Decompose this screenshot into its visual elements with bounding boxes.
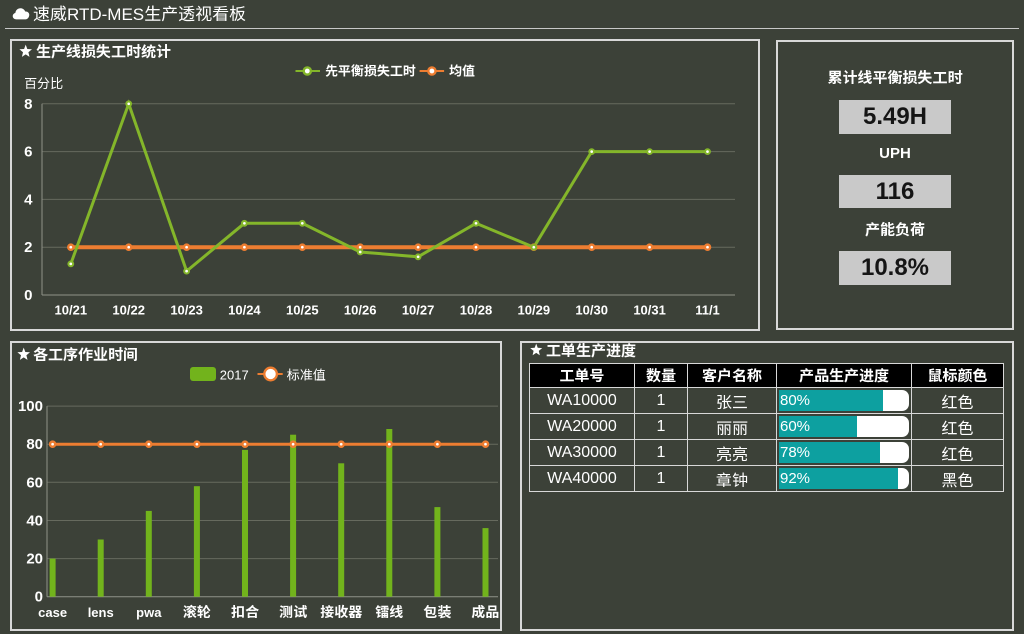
svg-text:成品: 成品 xyxy=(472,604,500,620)
svg-text:100: 100 xyxy=(18,398,43,415)
svg-text:标准值: 标准值 xyxy=(287,368,326,383)
svg-text:各工序作业时间: 各工序作业时间 xyxy=(33,346,138,364)
svg-text:2017: 2017 xyxy=(220,368,249,383)
svg-text:10/22: 10/22 xyxy=(112,303,145,318)
svg-text:60: 60 xyxy=(26,474,43,491)
svg-text:镭线: 镭线 xyxy=(375,604,403,620)
svg-text:11/1: 11/1 xyxy=(695,303,720,318)
svg-text:均值: 均值 xyxy=(449,64,475,79)
svg-text:扣合: 扣合 xyxy=(231,604,259,620)
svg-text:10/30: 10/30 xyxy=(575,303,608,318)
svg-text:6: 6 xyxy=(24,144,32,161)
svg-text:4: 4 xyxy=(24,191,33,208)
svg-text:10/26: 10/26 xyxy=(344,303,377,318)
svg-text:生产线损失工时统计: 生产线损失工时统计 xyxy=(36,44,171,61)
svg-text:接收器: 接收器 xyxy=(320,604,363,620)
svg-text:10/27: 10/27 xyxy=(402,303,435,318)
svg-text:包装: 包装 xyxy=(423,604,451,620)
svg-text:测试: 测试 xyxy=(279,604,307,620)
svg-text:20: 20 xyxy=(26,551,43,568)
svg-text:lens: lens xyxy=(88,605,114,620)
svg-text:10/28: 10/28 xyxy=(460,303,493,318)
svg-text:0: 0 xyxy=(35,589,43,606)
svg-text:40: 40 xyxy=(26,513,43,530)
svg-text:pwa: pwa xyxy=(136,605,162,620)
svg-text:百分比: 百分比 xyxy=(24,76,63,91)
svg-text:工单生产进度: 工单生产进度 xyxy=(546,343,636,360)
svg-text:10/21: 10/21 xyxy=(55,303,88,318)
svg-text:80: 80 xyxy=(26,436,43,453)
svg-text:case: case xyxy=(38,605,67,620)
svg-text:10/31: 10/31 xyxy=(633,303,666,318)
svg-text:2: 2 xyxy=(24,239,32,256)
svg-text:0: 0 xyxy=(24,287,32,304)
svg-text:8: 8 xyxy=(24,96,32,113)
svg-text:10/25: 10/25 xyxy=(286,303,319,318)
svg-text:先平衡损失工时: 先平衡损失工时 xyxy=(325,64,416,79)
svg-text:10/24: 10/24 xyxy=(228,303,261,318)
svg-text:10/29: 10/29 xyxy=(518,303,551,318)
svg-text:滚轮: 滚轮 xyxy=(183,604,211,620)
svg-text:10/23: 10/23 xyxy=(170,303,203,318)
